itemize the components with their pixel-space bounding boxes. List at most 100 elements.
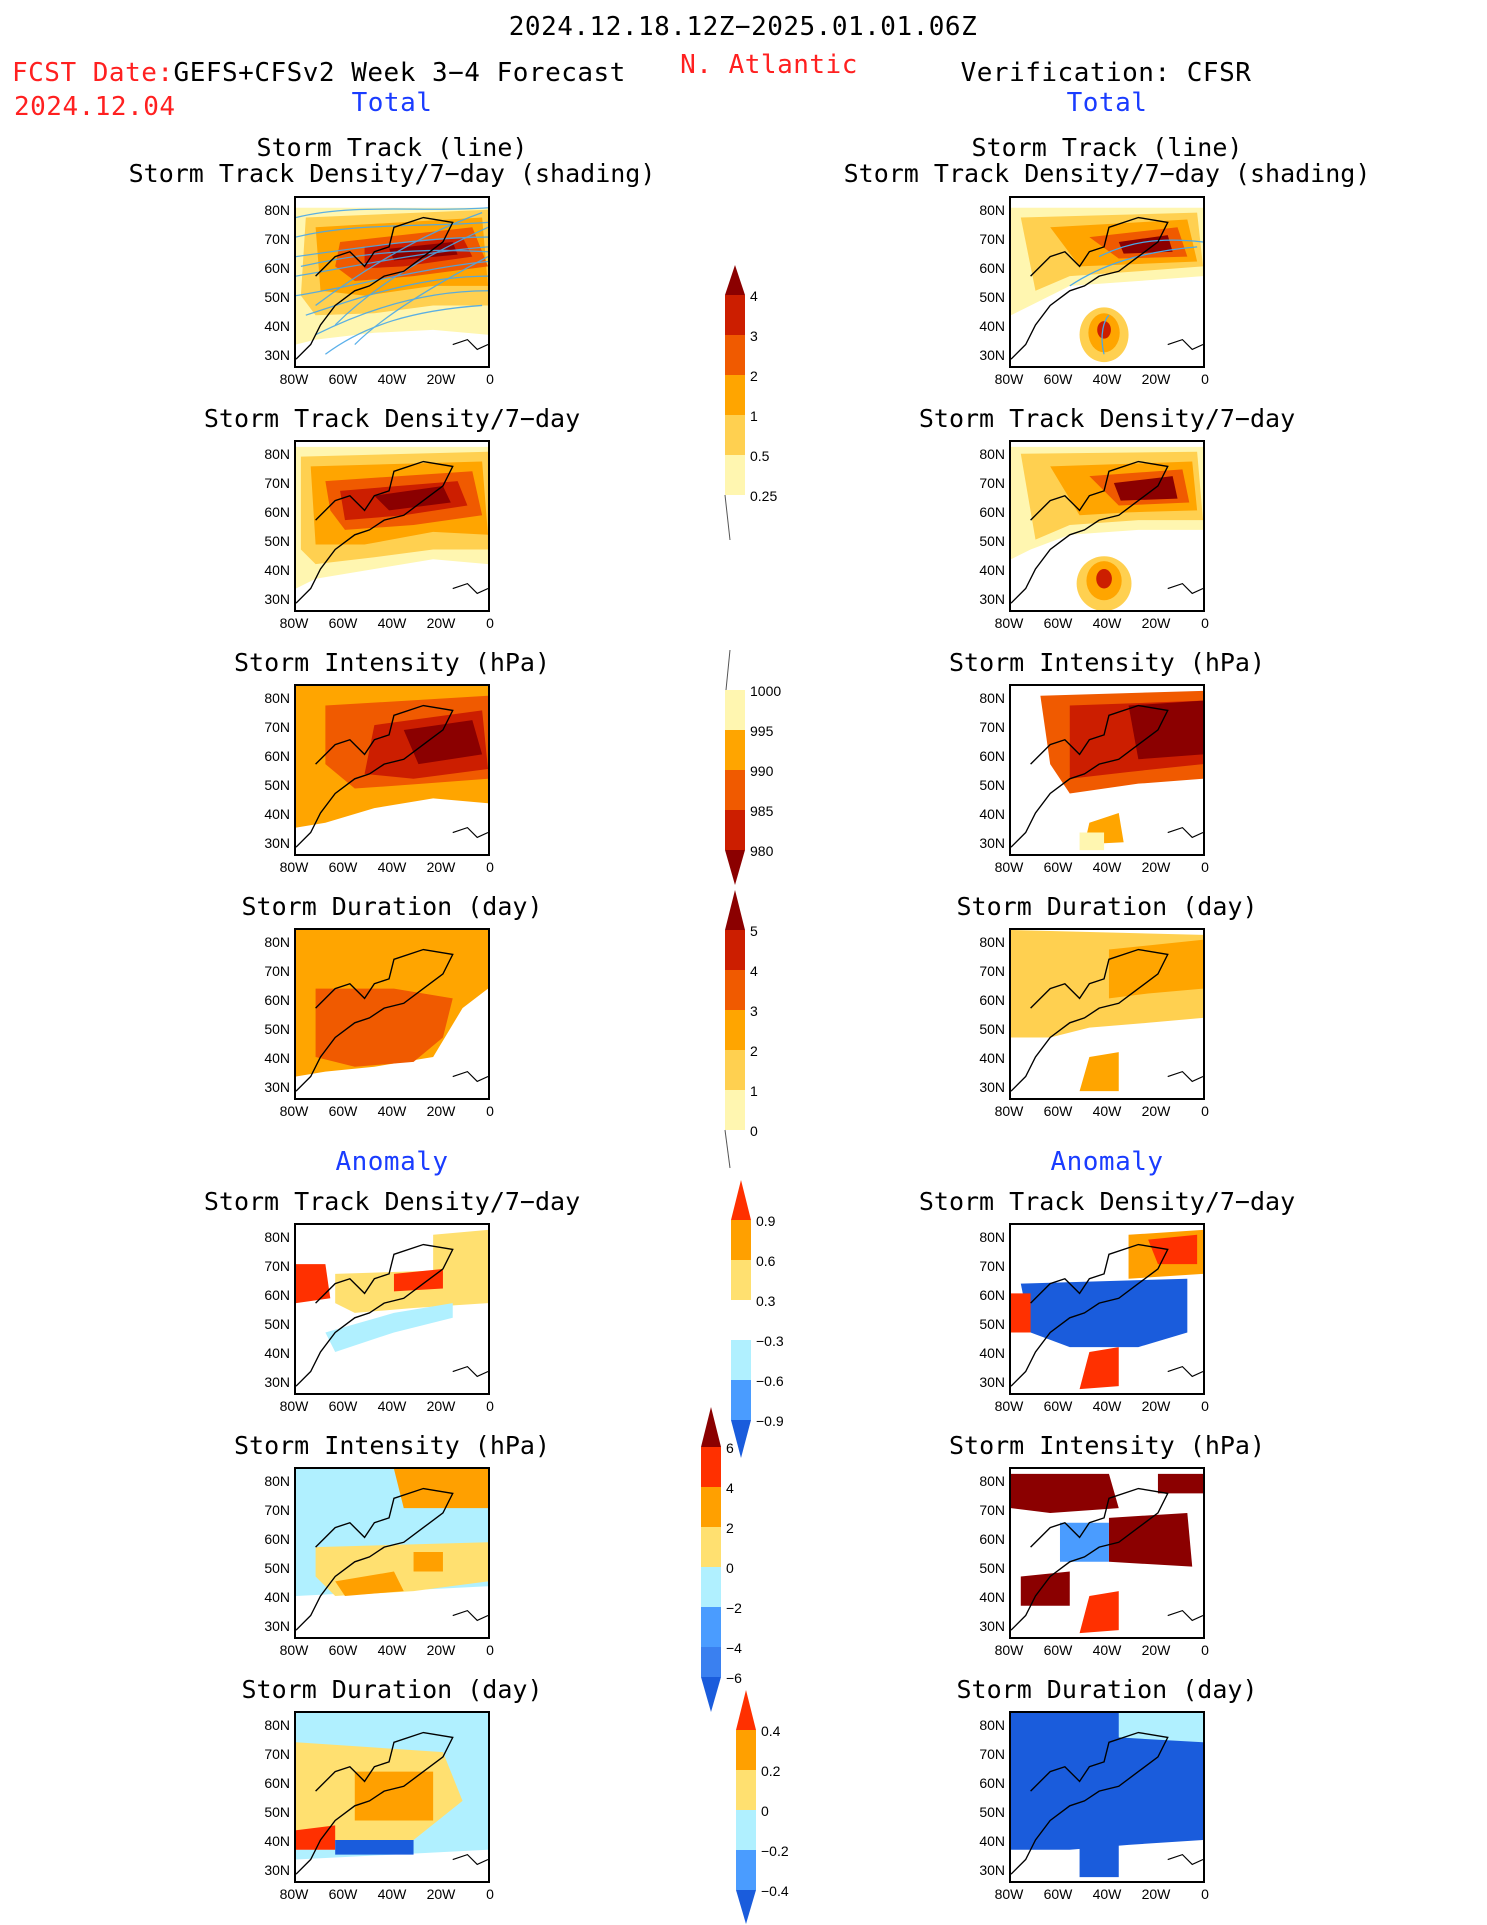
lat-tick-label: 60N bbox=[264, 992, 290, 1008]
colorbar-intensity-total-label-995: 995 bbox=[750, 723, 774, 739]
lat-tick-label: 30N bbox=[979, 835, 1005, 851]
colorbar-intensity-total-label-990: 990 bbox=[750, 763, 774, 779]
lat-tick-label: 60N bbox=[264, 1531, 290, 1547]
colorbar-duration-total-label-3: 3 bbox=[750, 1003, 758, 1019]
colorbar-intensity-anom-graphic bbox=[701, 1407, 721, 1712]
lat-tick-label: 80N bbox=[979, 1717, 1005, 1733]
colorbar-density-anom: 0.9 0.6 0.3 −0.3 −0.6 −0.9 bbox=[726, 1180, 846, 1470]
anomaly-label-left: Anomaly bbox=[335, 1147, 449, 1177]
lat-tick-label: 80N bbox=[264, 1229, 290, 1245]
map-intensity-forecast bbox=[294, 684, 490, 856]
lat-tick-label: 50N bbox=[264, 533, 290, 549]
lon-tick-label: 60W bbox=[1043, 371, 1073, 387]
map-duration-verification bbox=[1009, 928, 1205, 1100]
map-density-anom-forecast bbox=[294, 1223, 490, 1395]
lat-tick-label: 40N bbox=[979, 1050, 1005, 1066]
lat-tick-label: 30N bbox=[979, 347, 1005, 363]
lon-tick-label: 20W bbox=[1141, 1642, 1171, 1658]
lon-tick-label: 80W bbox=[994, 859, 1024, 875]
colorbar-density-total-label-1: 1 bbox=[750, 408, 758, 424]
colorbar-duration-total: 5 4 3 2 1 0 bbox=[720, 890, 840, 1170]
lon-tick-label: 40W bbox=[1092, 1886, 1122, 1902]
panel-title-density: Storm Track Density/7−day bbox=[918, 404, 1296, 433]
lon-tick-label: 20W bbox=[1141, 615, 1171, 631]
panel-title-duration-anom: Storm Duration (day) bbox=[956, 1675, 1258, 1704]
lat-tick-label: 50N bbox=[979, 1316, 1005, 1332]
fcst-date-header: FCST Date:GEFS+CFSv2 Week 3−4 Forecast bbox=[12, 58, 626, 88]
panel-title-intensity: Storm Intensity (hPa) bbox=[233, 648, 551, 677]
lon-tick-label: 40W bbox=[377, 1398, 407, 1414]
lat-tick-label: 40N bbox=[264, 806, 290, 822]
lat-tick-label: 50N bbox=[979, 1804, 1005, 1820]
colorbar-density-anom-label-neg-0.9: −0.9 bbox=[756, 1413, 784, 1429]
lon-tick-label: 60W bbox=[328, 615, 358, 631]
lon-tick-label: 60W bbox=[1043, 1642, 1073, 1658]
lat-tick-label: 50N bbox=[264, 1560, 290, 1576]
lon-tick-label: 40W bbox=[1092, 1103, 1122, 1119]
colorbar-intensity-anom-label-4: 4 bbox=[726, 1480, 734, 1496]
lon-tick-label: 0 bbox=[1201, 1886, 1209, 1902]
map-density-forecast bbox=[294, 440, 490, 612]
lat-tick-label: 40N bbox=[264, 1050, 290, 1066]
map-intensity-anom-forecast bbox=[294, 1467, 490, 1639]
colorbar-duration-total-label-1: 1 bbox=[750, 1083, 758, 1099]
colorbar-density-total-graphic bbox=[724, 265, 745, 541]
lat-tick-label: 80N bbox=[979, 202, 1005, 218]
lat-tick-label: 40N bbox=[264, 318, 290, 334]
lat-tick-label: 50N bbox=[264, 777, 290, 793]
map-density-anom-verification bbox=[1009, 1223, 1205, 1395]
lat-tick-label: 70N bbox=[264, 1258, 290, 1274]
lon-tick-label: 80W bbox=[994, 1642, 1024, 1658]
lon-tick-label: 20W bbox=[1141, 1398, 1171, 1414]
panel-title-track-line: Storm Track (line) bbox=[971, 133, 1243, 162]
lat-tick-label: 30N bbox=[979, 1618, 1005, 1634]
lat-tick-label: 30N bbox=[264, 1862, 290, 1878]
lon-tick-label: 80W bbox=[994, 615, 1024, 631]
period-title: 2024.12.18.12Z−2025.01.01.06Z bbox=[508, 12, 978, 42]
lat-tick-label: 70N bbox=[264, 719, 290, 735]
lat-tick-label: 40N bbox=[979, 1833, 1005, 1849]
lat-tick-label: 30N bbox=[979, 1862, 1005, 1878]
lon-tick-label: 60W bbox=[328, 1103, 358, 1119]
colorbar-intensity-total-label-1000: 1000 bbox=[750, 683, 782, 699]
lat-tick-label: 60N bbox=[979, 1287, 1005, 1303]
colorbar-intensity-total-label-980: 980 bbox=[750, 843, 774, 859]
lon-tick-label: 0 bbox=[1201, 615, 1209, 631]
lat-tick-label: 70N bbox=[979, 1746, 1005, 1762]
lat-tick-label: 80N bbox=[979, 1473, 1005, 1489]
colorbar-duration-total-label-0: 0 bbox=[750, 1123, 758, 1139]
lon-tick-label: 80W bbox=[994, 1398, 1024, 1414]
panel-title-density: Storm Track Density/7−day bbox=[203, 404, 581, 433]
lat-tick-label: 70N bbox=[979, 1258, 1005, 1274]
lat-tick-label: 40N bbox=[979, 1345, 1005, 1361]
lon-tick-label: 20W bbox=[1141, 1886, 1171, 1902]
lon-tick-label: 60W bbox=[328, 859, 358, 875]
lon-tick-label: 40W bbox=[377, 1642, 407, 1658]
anomaly-label-right: Anomaly bbox=[1050, 1147, 1164, 1177]
lon-tick-label: 80W bbox=[279, 1642, 309, 1658]
lon-tick-label: 80W bbox=[279, 859, 309, 875]
lon-tick-label: 20W bbox=[426, 859, 456, 875]
map-track-forecast bbox=[294, 196, 490, 368]
panel-title-track-shading: Storm Track Density/7−day (shading) bbox=[128, 159, 656, 188]
total-label-left: Total bbox=[351, 88, 433, 118]
lat-tick-label: 80N bbox=[264, 934, 290, 950]
lon-tick-label: 0 bbox=[486, 1642, 494, 1658]
lon-tick-label: 0 bbox=[486, 615, 494, 631]
panel-title-intensity-anom: Storm Intensity (hPa) bbox=[948, 1431, 1266, 1460]
colorbar-intensity-total-label-985: 985 bbox=[750, 803, 774, 819]
map-duration-forecast bbox=[294, 928, 490, 1100]
lat-tick-label: 70N bbox=[979, 475, 1005, 491]
colorbar-duration-total-graphic bbox=[724, 890, 745, 1169]
lon-tick-label: 20W bbox=[426, 1642, 456, 1658]
lat-tick-label: 30N bbox=[979, 591, 1005, 607]
lon-tick-label: 40W bbox=[377, 1886, 407, 1902]
colorbar-duration-total-label-5: 5 bbox=[750, 923, 758, 939]
colorbar-density-total-label-2: 2 bbox=[750, 368, 758, 384]
lat-tick-label: 50N bbox=[264, 289, 290, 305]
lon-tick-label: 20W bbox=[426, 1398, 456, 1414]
colorbar-duration-anom-label-0.4: 0.4 bbox=[761, 1723, 781, 1739]
lat-tick-label: 40N bbox=[264, 1345, 290, 1361]
lon-tick-label: 0 bbox=[486, 1398, 494, 1414]
lat-tick-label: 30N bbox=[264, 347, 290, 363]
